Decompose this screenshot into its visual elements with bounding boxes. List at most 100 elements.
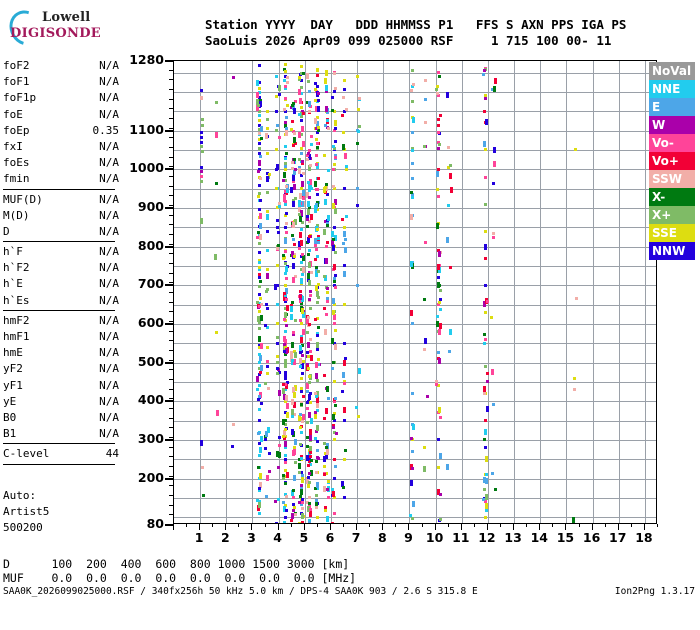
echo-point	[308, 502, 311, 506]
echo-point	[439, 297, 443, 301]
param-value: N/A	[99, 330, 119, 343]
echo-point	[437, 167, 441, 171]
ionogram-plot-area[interactable]	[173, 60, 657, 524]
echo-point	[306, 154, 310, 158]
legend-item-sse[interactable]: SSE	[649, 224, 695, 242]
echo-point	[283, 299, 287, 303]
param-key: yF1	[3, 378, 23, 392]
echo-point	[258, 371, 262, 375]
echo-point	[326, 495, 330, 499]
echo-point	[285, 288, 289, 295]
echo-point	[294, 352, 298, 359]
echo-point	[277, 201, 281, 208]
gridline-horizontal	[174, 324, 656, 325]
x-tick-minor	[238, 524, 240, 527]
echo-point	[424, 121, 428, 125]
echo-point	[315, 500, 319, 507]
echo-point	[256, 104, 260, 111]
echo-point	[325, 223, 329, 227]
echo-point	[290, 120, 294, 123]
legend-item-vo[interactable]: Vo-	[649, 134, 695, 152]
echo-point	[449, 266, 453, 270]
echo-point	[306, 401, 310, 405]
echo-point	[258, 336, 262, 343]
echo-point	[278, 436, 282, 440]
echo-point	[200, 165, 204, 169]
echo-point	[301, 500, 305, 504]
echo-point	[286, 304, 290, 311]
echo-point	[283, 481, 287, 485]
param-value: N/A	[99, 224, 119, 238]
echo-point	[410, 89, 414, 93]
echo-point	[258, 361, 262, 365]
echo-point	[284, 109, 288, 113]
footer-bar: SAA0K_2026099025000.RSF / 340fx256h 50 k…	[3, 586, 697, 630]
echo-point	[275, 109, 279, 113]
echo-point	[437, 117, 441, 121]
direction-legend[interactable]: NoVal NNE E W Vo- Vo+ SSW X- X+ SSE NNW	[649, 62, 695, 260]
echo-point	[313, 487, 317, 491]
ionogram-canvas[interactable]	[173, 60, 657, 524]
echo-point	[484, 446, 488, 450]
y-tick-minor	[169, 321, 174, 322]
legend-item-nne[interactable]: NNE	[649, 80, 695, 98]
echo-point	[265, 345, 269, 349]
echo-point	[435, 223, 439, 230]
echo-point	[290, 305, 294, 312]
echo-point	[325, 240, 329, 244]
x-tick-minor	[186, 524, 188, 527]
echo-point	[308, 185, 312, 192]
echo-point	[293, 318, 297, 322]
echo-point	[342, 486, 346, 490]
echo-point	[449, 329, 453, 336]
echo-point	[307, 393, 311, 400]
echo-point	[309, 289, 313, 293]
echo-point	[282, 473, 286, 477]
echo-point	[341, 481, 345, 488]
legend-item-noval[interactable]: NoVal	[649, 62, 695, 80]
echo-point	[307, 460, 311, 464]
legend-item-ssw[interactable]: SSW	[649, 170, 695, 188]
param-key: fmin	[3, 172, 30, 186]
echo-point	[445, 236, 449, 243]
gridline-horizontal	[174, 517, 656, 518]
echo-point	[257, 142, 261, 146]
echo-point	[438, 415, 442, 419]
echo-point	[484, 229, 488, 233]
echo-point	[306, 215, 310, 219]
legend-item-nnw[interactable]: NNW	[649, 242, 695, 260]
x-tick-major	[199, 524, 201, 530]
echo-point	[276, 303, 280, 307]
echo-point	[258, 242, 262, 245]
echo-point	[291, 387, 295, 394]
echo-point	[300, 521, 304, 523]
y-tick-major	[165, 362, 174, 364]
legend-item-e[interactable]: E	[649, 98, 695, 116]
echo-point	[309, 187, 313, 191]
echo-point	[299, 400, 303, 404]
echo-point	[283, 96, 287, 100]
echo-point	[282, 67, 286, 71]
legend-item-x[interactable]: X-	[649, 188, 695, 206]
echo-point	[284, 388, 288, 392]
echo-point	[202, 493, 206, 497]
echo-point	[301, 295, 305, 302]
echo-point	[308, 502, 312, 509]
legend-item-vo[interactable]: Vo+	[649, 152, 695, 170]
echo-point	[285, 383, 289, 390]
echo-point	[309, 469, 313, 476]
legend-item-w[interactable]: W	[649, 116, 695, 134]
echo-point	[483, 244, 487, 251]
param-value: N/A	[99, 208, 119, 222]
x-axis-tick-label: 2	[220, 530, 230, 545]
echo-point	[257, 397, 261, 401]
parameter-panel: foF2 N/A foF1 N/A foF1p N/A foE N/A foEp 0.35 fxI N…	[3, 58, 121, 467]
x-axis-tick-label: 7	[351, 530, 361, 545]
echo-point	[333, 274, 337, 278]
echo-point	[437, 303, 441, 307]
legend-item-x[interactable]: X+	[649, 206, 695, 224]
echo-point	[291, 238, 295, 242]
echo-point	[308, 110, 312, 114]
echo-point	[306, 151, 310, 155]
gridline-horizontal	[174, 421, 656, 422]
